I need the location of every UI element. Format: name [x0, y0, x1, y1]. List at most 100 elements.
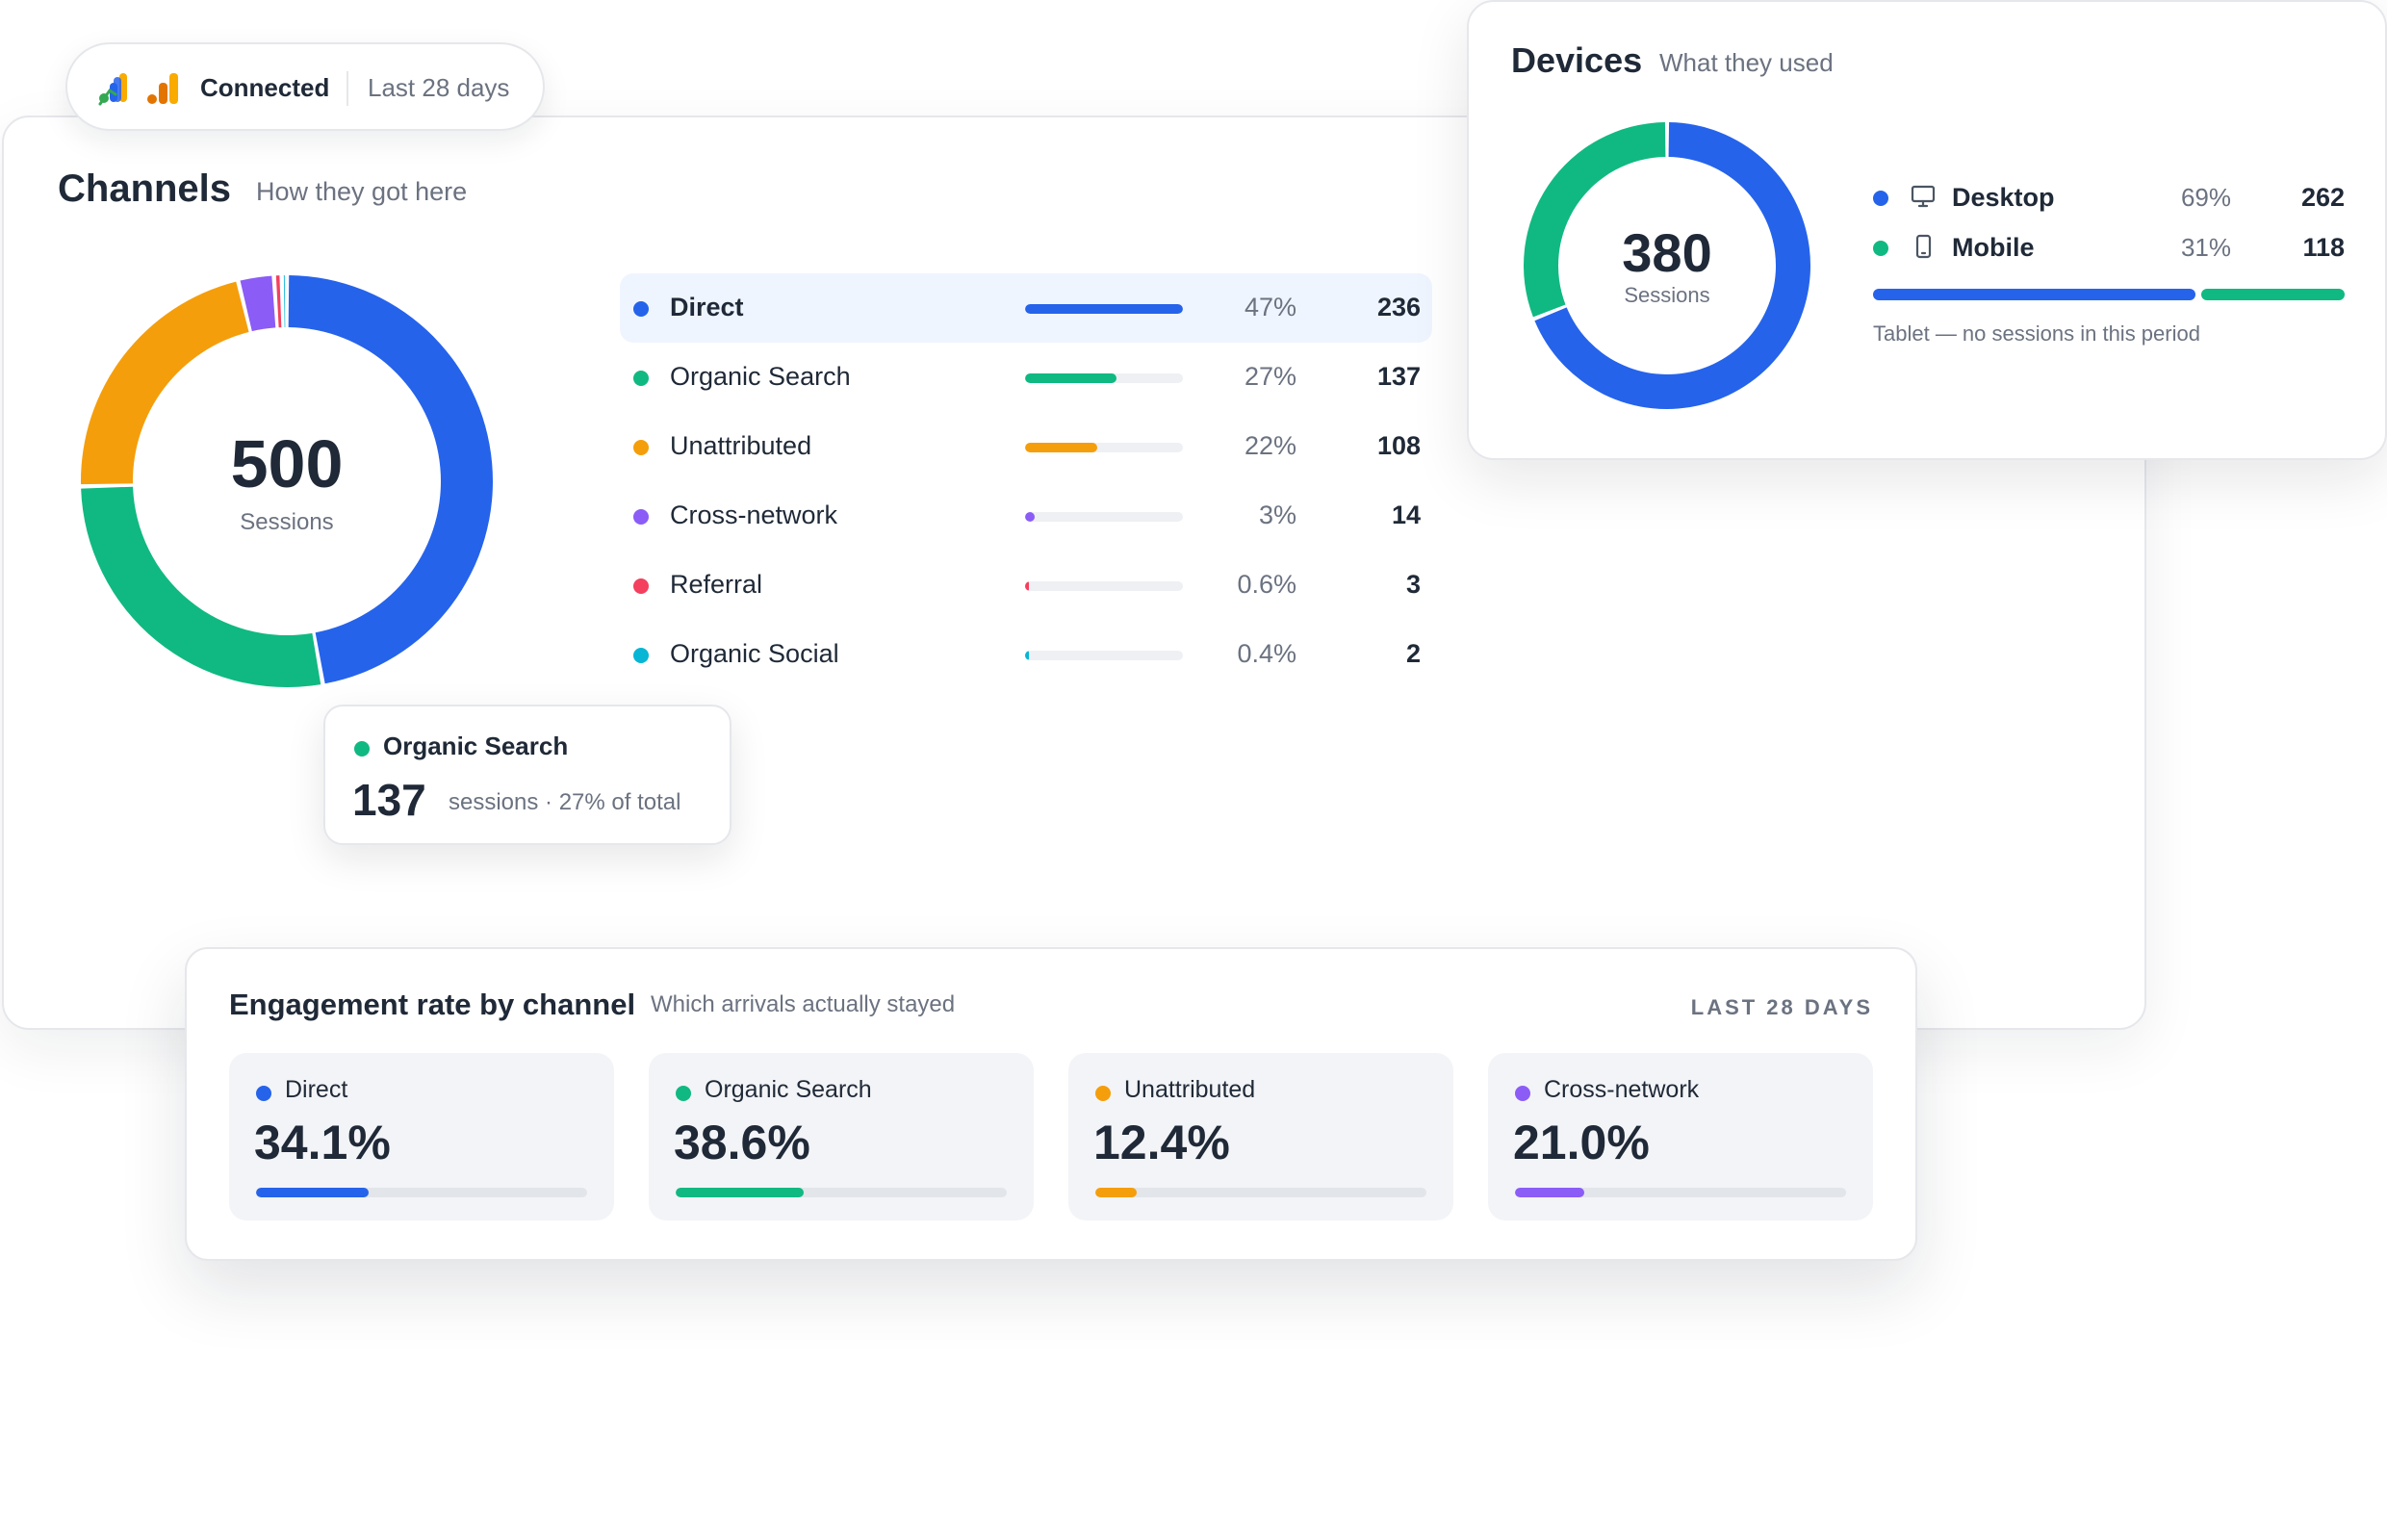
- channel-count: 14: [1391, 500, 1421, 529]
- devices-total-label: Sessions: [1624, 283, 1710, 307]
- channel-bar-track: [1025, 512, 1183, 522]
- channel-bar-fill: [1025, 651, 1030, 660]
- channel-row-organic-search[interactable]: Organic Search 27% 137: [620, 343, 1432, 412]
- channel-percent: 0.6%: [1237, 570, 1296, 599]
- engagement-title: Engagement rate by channel: [229, 988, 636, 1021]
- engagement-bar-track: [676, 1188, 1007, 1197]
- channel-bar-fill: [1025, 581, 1030, 591]
- devices-total: 380: [1622, 222, 1712, 283]
- device-count: 118: [2302, 233, 2345, 262]
- channels-title: Channels: [58, 167, 232, 210]
- channel-bar-fill: [1025, 512, 1035, 522]
- device-count: 262: [2300, 183, 2345, 212]
- channel-dot: [633, 578, 649, 594]
- channel-dot: [633, 509, 649, 525]
- donut-segment-direct[interactable]: [288, 275, 494, 684]
- engagement-channel-name: Direct: [285, 1076, 348, 1103]
- connection-pill[interactable]: Connected Last 28 days: [65, 42, 545, 131]
- channel-name: Organic Search: [670, 362, 851, 391]
- channel-row-cross-network[interactable]: Cross-network 3% 14: [620, 481, 1432, 551]
- devices-donut-chart: [1524, 122, 1810, 409]
- channel-row-unattributed[interactable]: Unattributed 22% 108: [620, 412, 1432, 481]
- devices-card: Devices What they used 380 Sessions Desk…: [1467, 0, 2387, 460]
- engagement-bar-fill: [256, 1188, 370, 1197]
- channels-total: 500: [230, 426, 344, 501]
- donut-segment-mobile[interactable]: [1524, 122, 1666, 318]
- channel-dot: [633, 371, 649, 386]
- device-name: Mobile: [1952, 233, 2035, 262]
- channel-bar-fill: [1025, 443, 1098, 452]
- channel-dot: [633, 440, 649, 455]
- donut-segment-unattributed[interactable]: [81, 281, 249, 485]
- channels-subtitle: How they got here: [256, 177, 468, 206]
- channel-bar-track: [1025, 651, 1183, 660]
- channels-donut-chart: [81, 275, 494, 687]
- connection-period: Last 28 days: [368, 73, 510, 102]
- channel-name: Organic Social: [670, 639, 839, 668]
- channel-dot: [633, 301, 649, 317]
- channel-bar-track: [1025, 373, 1183, 383]
- channel-dot: [633, 648, 649, 663]
- channel-percent: 47%: [1244, 293, 1296, 321]
- connection-status: Connected: [200, 73, 330, 102]
- tooltip-value: 137: [352, 775, 426, 825]
- device-row-desktop[interactable]: Desktop 69% 262: [1873, 179, 2345, 218]
- engagement-tile-direct[interactable]: Direct 34.1%: [229, 1053, 614, 1220]
- channel-percent: 22%: [1244, 431, 1296, 460]
- engagement-tile-organic-search[interactable]: Organic Search 38.6%: [649, 1053, 1034, 1220]
- donut-segment-cross-network[interactable]: [240, 275, 276, 332]
- channel-row-direct[interactable]: Direct 47% 236: [620, 273, 1432, 343]
- engagement-dot: [1095, 1086, 1111, 1101]
- engagement-bar-fill: [1515, 1188, 1585, 1197]
- channel-bar-fill: [1025, 373, 1117, 383]
- engagement-tile-cross-network[interactable]: Cross-network 21.0%: [1488, 1053, 1873, 1220]
- engagement-rate: 34.1%: [254, 1116, 391, 1169]
- device-dot: [1873, 191, 1888, 206]
- engagement-card: Engagement rate by channel Which arrival…: [185, 947, 1917, 1261]
- channel-name: Referral: [670, 570, 763, 599]
- devices-subtitle: What they used: [1659, 48, 1834, 77]
- devices-donut: 380 Sessions: [1523, 121, 1811, 410]
- channel-count: 137: [1376, 362, 1421, 391]
- channel-name: Unattributed: [670, 431, 812, 460]
- engagement-dot: [1515, 1086, 1530, 1101]
- smartphone-icon: [1915, 234, 1932, 259]
- channel-row-referral[interactable]: Referral 0.6% 3: [620, 551, 1432, 620]
- device-row-mobile[interactable]: Mobile 31% 118: [1873, 229, 2345, 268]
- device-percent: 69%: [2180, 183, 2231, 212]
- device-split-segment: [2200, 289, 2345, 300]
- donut-segment-referral[interactable]: [275, 275, 282, 328]
- engagement-bar-fill: [1095, 1188, 1137, 1197]
- device-split-segment: [1873, 289, 2195, 300]
- donut-segment-organic-search[interactable]: [81, 486, 321, 687]
- engagement-tile-unattributed[interactable]: Unattributed 12.4%: [1068, 1053, 1453, 1220]
- channel-percent: 3%: [1258, 500, 1296, 529]
- donut-segment-organic-social[interactable]: [283, 275, 286, 328]
- device-percent: 31%: [2180, 233, 2231, 262]
- tooltip-detail: sessions · 27% of total: [449, 789, 681, 815]
- channel-percent: 0.4%: [1237, 639, 1296, 668]
- channel-count: 236: [1376, 293, 1421, 321]
- tooltip-channel-name: Organic Search: [383, 732, 569, 760]
- device-name: Desktop: [1952, 183, 2055, 212]
- channel-bar-fill: [1025, 304, 1183, 314]
- channel-bar-track: [1025, 304, 1183, 314]
- channel-bar-track: [1025, 581, 1183, 591]
- engagement-channel-name: Unattributed: [1124, 1076, 1256, 1103]
- engagement-rate: 38.6%: [674, 1116, 810, 1169]
- channel-row-organic-social[interactable]: Organic Social 0.4% 2: [620, 620, 1432, 689]
- tooltip-dot: [354, 741, 370, 757]
- channel-count: 108: [1376, 431, 1421, 460]
- bar-chart-icon: [147, 73, 178, 104]
- channel-bar-track: [1025, 443, 1183, 452]
- engagement-channel-name: Organic Search: [705, 1076, 872, 1103]
- engagement-bar-track: [256, 1188, 587, 1197]
- devices-note: Tablet — no sessions in this period: [1873, 321, 2200, 346]
- channel-name: Direct: [670, 293, 744, 321]
- engagement-bar-track: [1095, 1188, 1426, 1197]
- channel-percent: 27%: [1244, 362, 1296, 391]
- channels-total-label: Sessions: [240, 509, 334, 535]
- device-dot: [1873, 241, 1888, 256]
- channel-count: 2: [1405, 639, 1421, 668]
